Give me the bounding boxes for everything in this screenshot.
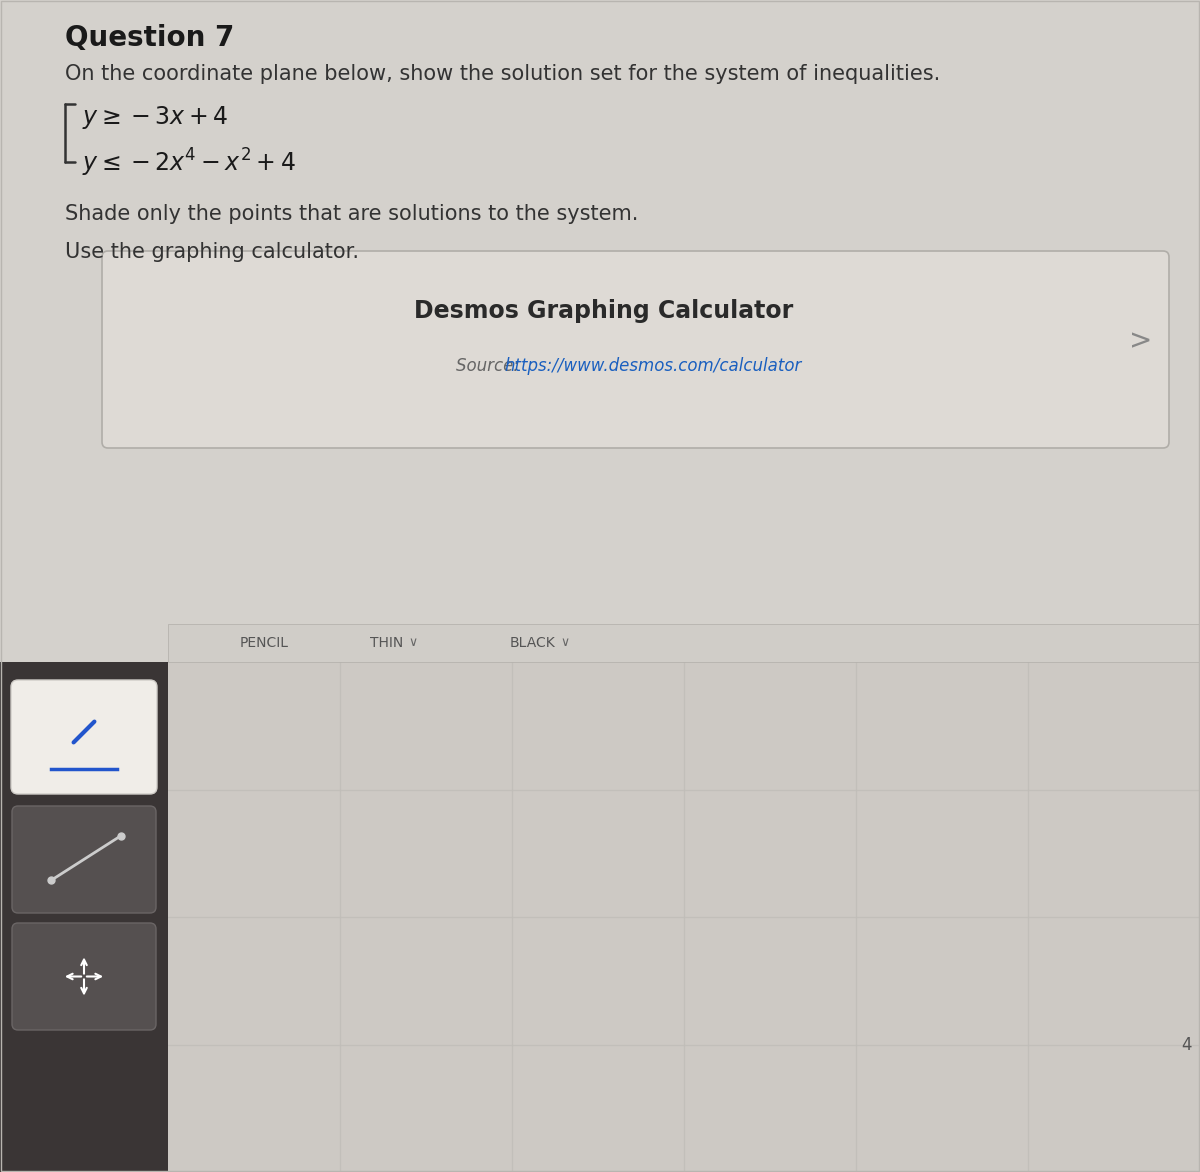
Text: Desmos Graphing Calculator: Desmos Graphing Calculator: [414, 299, 793, 323]
Text: $y \geq -3x + 4$: $y \geq -3x + 4$: [82, 104, 228, 131]
Text: PENCIL: PENCIL: [240, 636, 289, 650]
FancyBboxPatch shape: [12, 924, 156, 1030]
Bar: [168, 662, 1200, 1172]
FancyBboxPatch shape: [11, 680, 157, 793]
Text: On the coordinate plane below, show the solution set for the system of inequalit: On the coordinate plane below, show the …: [65, 64, 941, 84]
Text: Question 7: Question 7: [65, 23, 234, 52]
FancyBboxPatch shape: [12, 806, 156, 913]
FancyBboxPatch shape: [102, 251, 1169, 448]
Bar: [168, 624, 1200, 662]
Bar: [0, 662, 168, 1172]
Text: THIN: THIN: [370, 636, 403, 650]
Text: https://www.desmos.com/calculator: https://www.desmos.com/calculator: [504, 357, 802, 375]
Text: $y \leq -2x^4 - x^2 + 4$: $y \leq -2x^4 - x^2 + 4$: [82, 146, 296, 179]
Text: 4: 4: [1182, 1036, 1192, 1054]
Text: >: >: [1129, 327, 1153, 355]
Text: ∨: ∨: [408, 636, 418, 649]
Text: Shade only the points that are solutions to the system.: Shade only the points that are solutions…: [65, 204, 638, 224]
Text: BLACK: BLACK: [510, 636, 556, 650]
Text: ∨: ∨: [560, 636, 569, 649]
Text: Source:: Source:: [456, 357, 524, 375]
Text: Use the graphing calculator.: Use the graphing calculator.: [65, 241, 359, 263]
